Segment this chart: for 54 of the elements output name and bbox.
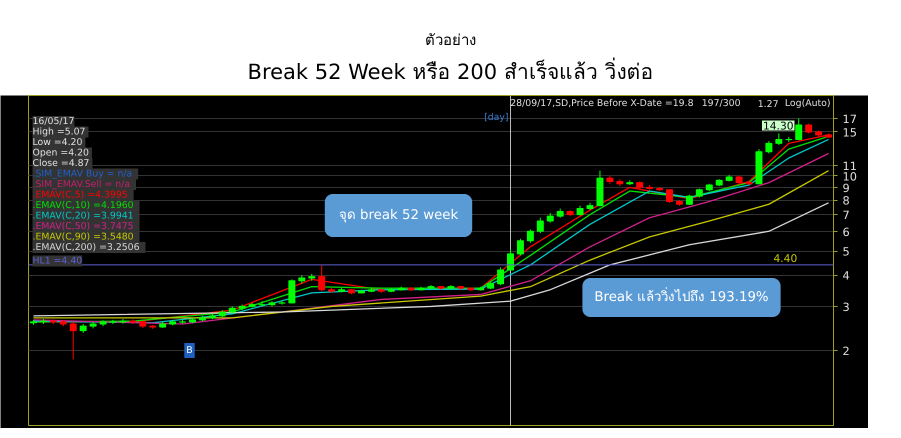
candlestick	[775, 132, 782, 146]
candlestick	[576, 205, 584, 216]
candlestick	[765, 140, 772, 154]
text: .EMAV(C,50) =3.7475	[32, 221, 134, 232]
y-tick-label: 6	[842, 224, 850, 239]
annotation: 16/05/17	[32, 116, 74, 127]
candlestick	[686, 194, 693, 206]
annotation: 28/09/17,SD,Price Before X-Date =19.8	[510, 98, 694, 109]
y-tick-label: 7	[842, 208, 850, 222]
y-tick-label: 5	[842, 244, 850, 259]
candlestick	[497, 266, 504, 286]
annotation: [day]	[484, 112, 508, 123]
chart-subtitle: Break 52 Week หรือ 200 สำเร็จแล้ว วิ่งต่อ	[246, 56, 654, 86]
candlestick	[546, 212, 554, 224]
annotation: จุด break 52 week	[338, 208, 458, 223]
candlestick	[507, 249, 514, 270]
annotation: 197/300	[702, 98, 741, 109]
annotation: 14.30	[762, 120, 794, 132]
text: .EMAV(C,20) =3.9941	[32, 210, 134, 222]
y-tick-label: 2	[842, 344, 850, 358]
candlestick	[526, 228, 534, 244]
annotation: Break แล้ววิ่งไปถึง 193.19%	[594, 287, 769, 305]
ref-line-label: 4.40	[774, 252, 798, 265]
y-tick-label: 15	[842, 125, 857, 140]
y-tick-label: 9	[842, 180, 850, 195]
candlestick	[288, 278, 296, 304]
y-tick-label: 17	[842, 112, 857, 126]
candlestick	[805, 123, 812, 134]
annotation: B	[186, 345, 193, 356]
text: .EMAV(C,10) =4.1960	[32, 200, 134, 211]
annotation: High =5.07	[32, 126, 86, 138]
line-series	[32, 202, 830, 316]
annotation: 1.27	[758, 99, 779, 110]
y-tick-label: 8	[842, 194, 850, 208]
annotation: Log(Auto)	[784, 98, 831, 109]
text: .EMAV(C,90) =3.5480	[32, 232, 134, 242]
annotation: Low =4.20	[32, 137, 82, 148]
annotation: .SIM_EMAV.Sell = n/a	[32, 179, 130, 190]
candlestick	[556, 208, 564, 218]
candlestick	[795, 118, 802, 141]
candlestick	[318, 264, 326, 292]
candlestick	[666, 188, 673, 204]
candlestick	[536, 217, 544, 234]
annotation: .SIM_EMAV Buy = n/a	[32, 168, 132, 180]
annotation: Close =4.87	[32, 158, 90, 169]
chart-title: ตัวอย่าง	[424, 30, 477, 51]
text: .EMAV(C,5) =4.3995	[32, 190, 128, 200]
annotation: Open =4.20	[32, 148, 90, 158]
annotation: HL1 =4.40	[32, 256, 82, 266]
candlestick	[70, 321, 77, 360]
candlestick	[516, 238, 524, 256]
text: .EMAV(C,200) =3.2506	[32, 242, 140, 253]
y-tick-label: 4	[842, 268, 850, 283]
y-tick-label: 3	[842, 300, 850, 314]
